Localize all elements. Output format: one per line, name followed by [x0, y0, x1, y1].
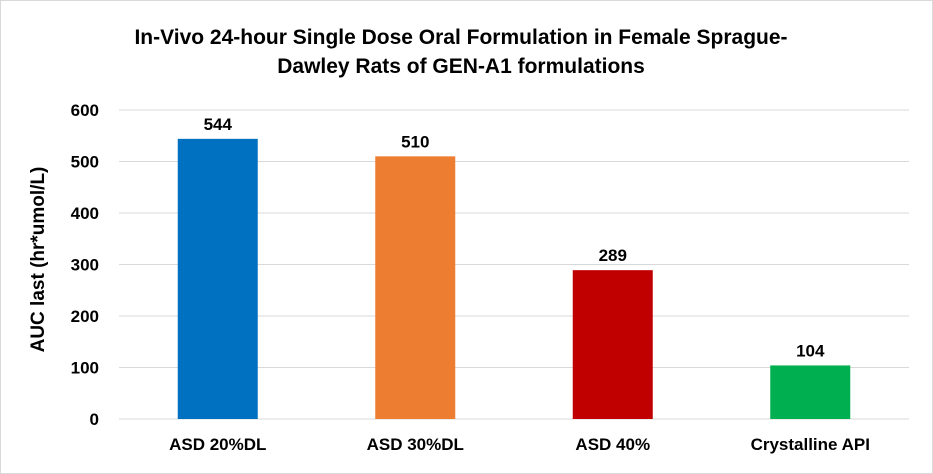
x-category-label: Crystalline API: [751, 435, 870, 454]
y-tick-label: 500: [71, 153, 99, 172]
y-tick-labels: 0 100 200 300 400 500 600: [71, 101, 99, 429]
x-category-labels: ASD 20%DL ASD 30%DL ASD 40% Crystalline API: [169, 435, 870, 454]
x-category-label: ASD 30%DL: [367, 435, 464, 454]
bar: [770, 365, 851, 419]
chart-title-line-1: In-Vivo 24-hour Single Dose Oral Formula…: [134, 26, 788, 49]
y-tick-label: 400: [71, 204, 99, 223]
x-category-label: ASD 20%DL: [169, 435, 266, 454]
chart-title-line-2: Dawley Rats of GEN-A1 formulations: [277, 55, 645, 78]
y-tick-label: 600: [71, 101, 99, 120]
data-label: 544: [204, 115, 233, 134]
y-tick-label: 0: [90, 410, 99, 429]
bar: [177, 138, 258, 419]
x-category-label: ASD 40%: [575, 435, 650, 454]
y-tick-label: 100: [71, 359, 99, 378]
y-tick-label: 300: [71, 256, 99, 275]
y-axis-label: AUC last (hr*umol/L): [28, 167, 49, 353]
bar: [375, 156, 456, 419]
data-label: 510: [401, 132, 429, 151]
chart-title: In-Vivo 24-hour Single Dose Oral Formula…: [61, 23, 861, 81]
data-labels: 544 510 289 104: [204, 115, 825, 361]
data-label: 104: [796, 341, 825, 360]
bars: [177, 138, 851, 419]
bar: [572, 270, 653, 419]
y-tick-label: 200: [71, 307, 99, 326]
data-label: 289: [599, 246, 627, 265]
